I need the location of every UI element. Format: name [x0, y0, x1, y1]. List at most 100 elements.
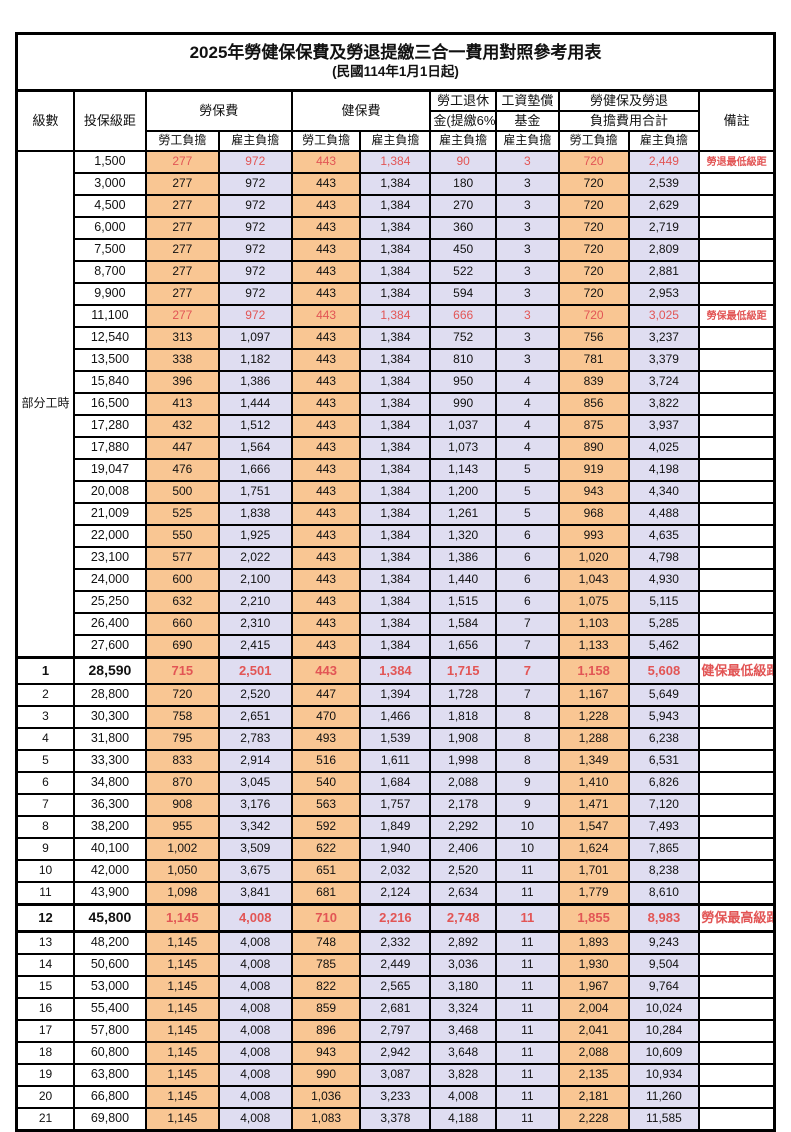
value-cell: 660: [144, 612, 220, 636]
remark-cell: [698, 612, 776, 636]
value-cell: 2,881: [627, 260, 701, 284]
value-cell: 1,757: [359, 793, 432, 817]
table-row: 26,400 660 2,310 443 1,384 1,584 7 1,103 5,285: [17, 612, 776, 636]
value-cell: 2,520: [217, 683, 293, 707]
value-cell: 710: [290, 903, 362, 933]
value-cell: 11: [495, 1019, 560, 1043]
col-header-pension-line2: 金(提繳6%): [429, 110, 498, 132]
table-row: 6 34,800 870 3,045 540 1,684 2,088 9 1,410 6,826: [15, 771, 776, 795]
bracket-cell: 50,600: [73, 953, 147, 977]
value-cell: 1,818: [429, 705, 498, 729]
value-cell: 1,384: [359, 282, 432, 306]
value-cell: 522: [429, 260, 498, 284]
value-cell: 972: [217, 260, 293, 284]
value-cell: 1,444: [217, 392, 293, 416]
value-cell: 972: [217, 216, 293, 240]
value-cell: 1,228: [557, 705, 630, 729]
level-cell: 4: [15, 727, 75, 751]
value-cell: 1,967: [557, 975, 630, 999]
remark-cell: [698, 859, 776, 883]
value-cell: 1,320: [429, 524, 498, 548]
level-cell: 11: [15, 881, 75, 906]
bracket-cell: 27,600: [73, 634, 147, 659]
remark-cell: [698, 1085, 776, 1109]
table-row: 21 69,800 1,145 4,008 1,083 3,378 4,188 11 2,228…: [15, 1107, 776, 1132]
bracket-cell: 66,800: [73, 1085, 147, 1109]
value-cell: 681: [290, 881, 362, 906]
value-cell: 3: [495, 172, 560, 196]
col-header-wage-fund-line2: 基金: [495, 110, 560, 132]
value-cell: 447: [144, 436, 220, 460]
value-cell: 972: [217, 194, 293, 218]
value-cell: 4,008: [217, 953, 293, 977]
value-cell: 6: [495, 546, 560, 570]
value-cell: 443: [290, 304, 362, 328]
value-cell: 1,925: [217, 524, 293, 548]
value-cell: 9: [495, 771, 560, 795]
value-cell: 972: [217, 304, 293, 328]
table-row: 16,500 413 1,444 443 1,384 990 4 856 3,822: [17, 392, 776, 416]
value-cell: 516: [290, 749, 362, 773]
value-cell: 1,656: [429, 634, 498, 659]
header-row-1: 級數 投保級距 勞保費 健保費 勞工退休 工資墊償 勞健保及勞退 備註: [15, 89, 776, 152]
value-cell: 1,145: [144, 1041, 220, 1065]
remark-cell: [698, 480, 776, 504]
header-row-2: 金(提繳6%) 基金 負擔費用合計: [17, 110, 775, 132]
value-cell: 1,145: [144, 997, 220, 1021]
value-cell: 1,684: [359, 771, 432, 795]
value-cell: 632: [144, 590, 220, 614]
value-cell: 1,384: [359, 568, 432, 592]
value-cell: 476: [144, 458, 220, 482]
bracket-cell: 16,500: [73, 392, 147, 416]
subheader-total-employee: 勞工負擔: [557, 130, 630, 152]
value-cell: 9,243: [627, 930, 701, 955]
value-cell: 4,008: [217, 1085, 293, 1109]
value-cell: 890: [557, 436, 630, 460]
value-cell: 3: [495, 348, 560, 372]
level-cell: 13: [15, 930, 75, 955]
value-cell: 443: [290, 392, 362, 416]
value-cell: 8: [495, 705, 560, 729]
value-cell: 443: [290, 480, 362, 504]
table-row: 14 50,600 1,145 4,008 785 2,449 3,036 11 1,930 9,…: [15, 953, 776, 977]
value-cell: 3,379: [627, 348, 701, 372]
premium-reference-table: 2025年勞健保保費及勞退提繳三合一費用對照參考用表 (民國114年1月1日起)…: [15, 32, 776, 1132]
remark-cell: [698, 705, 776, 729]
value-cell: 443: [290, 238, 362, 262]
value-cell: 443: [290, 370, 362, 394]
value-cell: 1,908: [429, 727, 498, 751]
value-cell: 833: [144, 749, 220, 773]
value-cell: 720: [557, 216, 630, 240]
value-cell: 5,285: [627, 612, 701, 636]
main-table: 2025年勞健保保費及勞退提繳三合一費用對照參考用表 (民國114年1月1日起)…: [15, 32, 776, 1132]
bracket-cell: 69,800: [73, 1107, 147, 1132]
value-cell: 338: [144, 348, 220, 372]
value-cell: 1,002: [144, 837, 220, 861]
value-cell: 540: [290, 771, 362, 795]
value-cell: 443: [290, 194, 362, 218]
value-cell: 3: [495, 304, 560, 328]
value-cell: 443: [290, 172, 362, 196]
value-cell: 443: [290, 216, 362, 240]
value-cell: 1,384: [359, 634, 432, 659]
bracket-cell: 17,880: [73, 436, 147, 460]
value-cell: 1,143: [429, 458, 498, 482]
table-row: 9 40,100 1,002 3,509 622 1,940 2,406 10 1,624 7,8…: [15, 837, 776, 861]
value-cell: 1,940: [359, 837, 432, 861]
value-cell: 10,609: [627, 1041, 701, 1065]
value-cell: 1,384: [359, 150, 432, 174]
value-cell: 972: [217, 238, 293, 262]
value-cell: 500: [144, 480, 220, 504]
value-cell: 1,036: [290, 1085, 362, 1109]
value-cell: 3,724: [627, 370, 701, 394]
value-cell: 1,037: [429, 414, 498, 438]
value-cell: 5: [495, 458, 560, 482]
value-cell: 839: [557, 370, 630, 394]
bracket-cell: 40,100: [73, 837, 147, 861]
value-cell: 11: [495, 953, 560, 977]
level-cell: 2: [15, 683, 75, 707]
value-cell: 3,342: [217, 815, 293, 839]
value-cell: 11: [495, 1085, 560, 1109]
value-cell: 413: [144, 392, 220, 416]
value-cell: 1,893: [557, 930, 630, 955]
